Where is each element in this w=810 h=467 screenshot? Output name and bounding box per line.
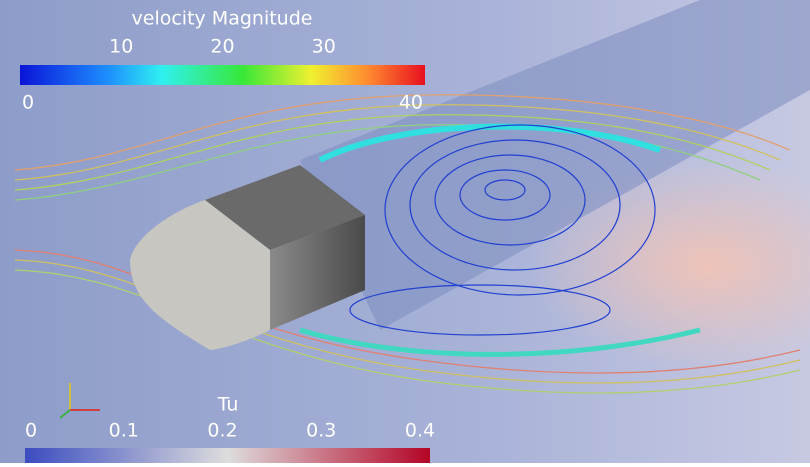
velocity-tick-label: 30 [312,36,336,58]
tu-tick-label: 0.1 [109,420,139,442]
tu-legend-title: Tu [217,394,239,416]
page: velocity Magnitude Tu 0 10 20 30 40 0 0.1 0.2 0.… [0,0,810,463]
tu-colorbar [25,448,430,463]
tu-tick-label: 0.2 [207,420,237,442]
tu-tick-label: 0.4 [405,420,435,442]
velocity-tick-label: 20 [210,36,234,58]
velocity-tick-label: 40 [399,92,423,114]
velocity-colorbar [20,65,425,85]
tu-tick-label: 0.3 [306,420,336,442]
flow-visualization: velocity Magnitude Tu 0 10 20 30 40 0 0.1 0.2 0.… [0,0,810,463]
velocity-tick-label: 0 [22,92,34,114]
tu-tick-label: 0 [25,420,37,442]
velocity-legend-title: velocity Magnitude [132,8,313,30]
velocity-tick-label: 10 [109,36,133,58]
